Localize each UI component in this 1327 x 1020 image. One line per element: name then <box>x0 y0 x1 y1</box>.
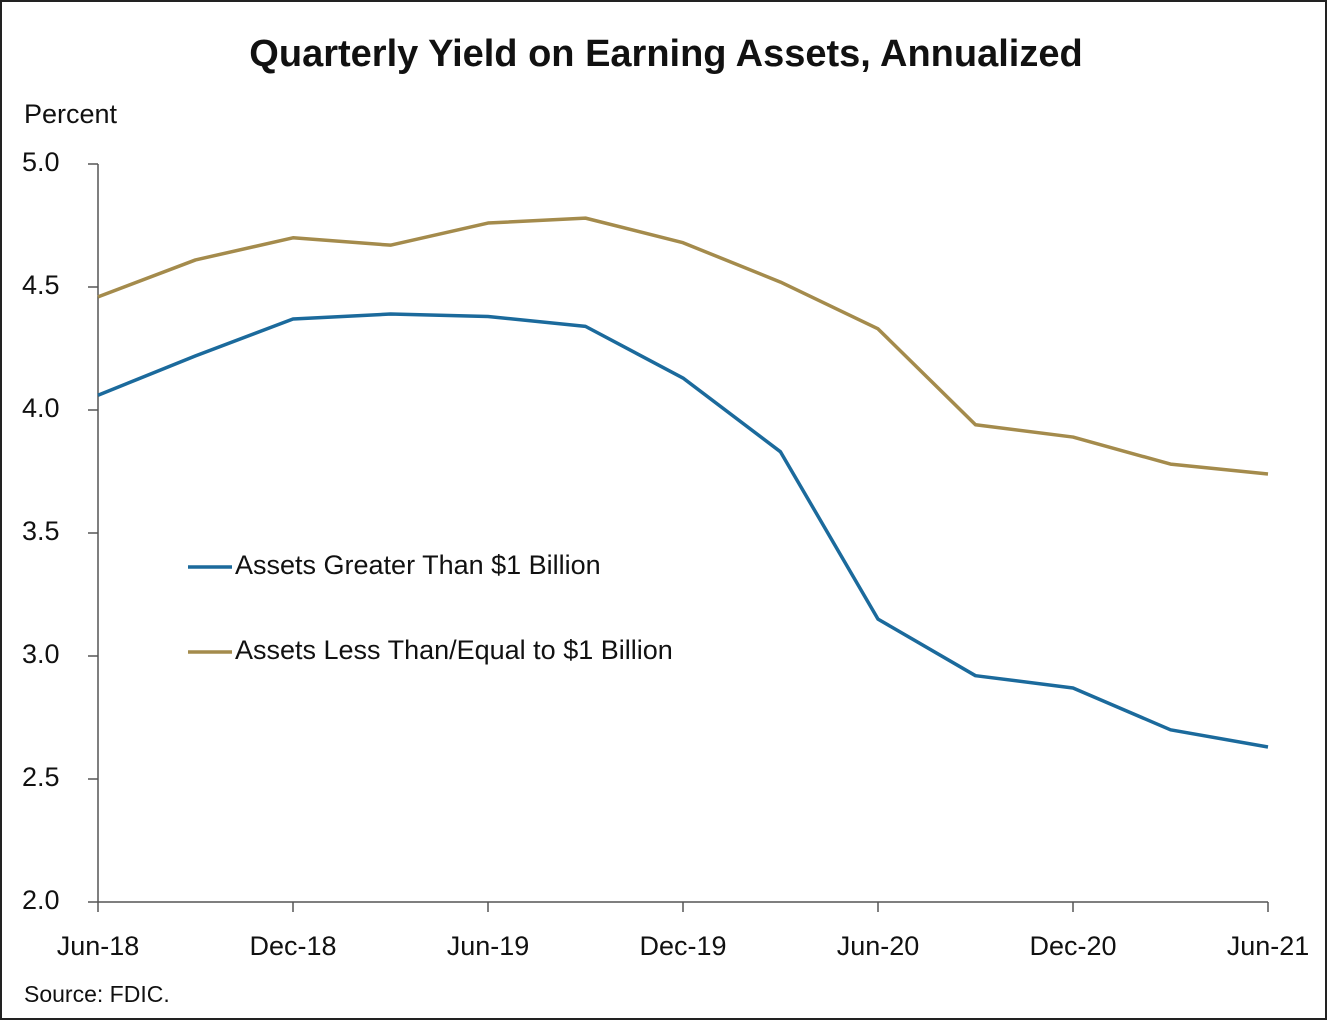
series-line <box>97 312 1269 749</box>
y-tick-label: 4.0 <box>22 393 60 423</box>
x-tick-label: Jun-18 <box>57 931 140 961</box>
x-tick-label: Jun-19 <box>447 931 530 961</box>
y-tick-label: 2.5 <box>22 762 60 792</box>
y-tick-label: 2.0 <box>22 885 60 915</box>
series-line <box>97 216 1269 476</box>
x-tick-label: Dec-18 <box>249 931 336 961</box>
y-tick-label: 5.0 <box>22 147 60 177</box>
source: Source: FDIC. <box>24 981 170 1007</box>
y-tick-label: 3.0 <box>22 639 60 669</box>
x-tick-label: Dec-19 <box>639 931 726 961</box>
legend-label: Assets Less Than/Equal to $1 Billion <box>235 635 673 665</box>
x-tick-label: Jun-20 <box>837 931 920 961</box>
y-axis-label: Percent <box>24 99 118 129</box>
legend-label: Assets Greater Than $1 Billion <box>235 550 601 580</box>
x-tick-label: Dec-20 <box>1029 931 1116 961</box>
x-tick-label: Jun-21 <box>1227 931 1310 961</box>
chart-title: Quarterly Yield on Earning Assets, Annua… <box>249 33 1082 75</box>
y-tick-label: 4.5 <box>22 270 60 300</box>
y-tick-label: 3.5 <box>22 516 60 546</box>
